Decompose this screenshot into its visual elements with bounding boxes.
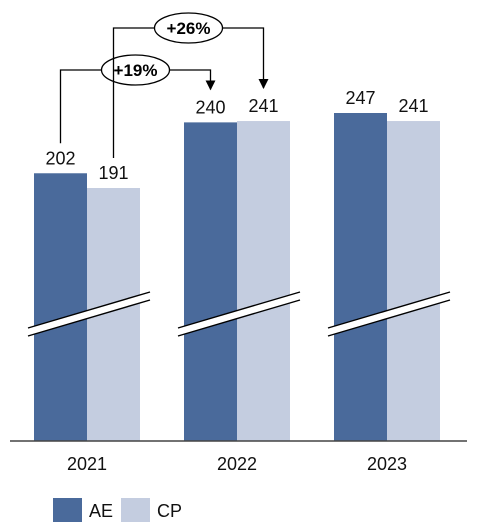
axis-break-line-lower-2022 (177, 299, 301, 337)
axis-break-line-upper-2021 (27, 291, 151, 329)
value-label-cp-2021: 191 (98, 163, 128, 183)
growth-label-2: +26% (167, 19, 211, 38)
value-label-cp-2022: 241 (248, 96, 278, 116)
growth-badge-2 (153, 12, 224, 44)
legend-label-ae: AE (89, 501, 113, 521)
axis-break-line-upper-2022 (177, 291, 301, 329)
legend-label-cp: CP (157, 501, 182, 521)
axis-break-line-lower-2023 (327, 299, 451, 337)
growth-badge-1 (100, 54, 171, 86)
bar-ae-2022 (184, 122, 237, 441)
value-label-cp-2023: 241 (398, 96, 428, 116)
bar-ae-2021 (34, 173, 87, 441)
value-label-ae-2023: 247 (345, 88, 375, 108)
value-label-ae-2022: 240 (195, 97, 225, 117)
bar-cp-2022 (237, 121, 290, 442)
axis-break-gap-2021 (28, 292, 150, 336)
x-tick-label-2022: 2022 (217, 454, 257, 474)
axis-break-gap-2022 (178, 292, 300, 336)
x-tick-label-2023: 2023 (367, 454, 407, 474)
growth-label-1: +19% (114, 61, 158, 80)
axis-break-line-upper-2023 (327, 291, 451, 329)
axis-break-gap-2023 (328, 292, 450, 336)
bar-ae-2023 (334, 113, 387, 441)
x-tick-label-2021: 2021 (67, 454, 107, 474)
legend-swatch-cp (121, 498, 150, 522)
value-label-ae-2021: 202 (45, 148, 75, 168)
axis-break-line-lower-2021 (27, 299, 151, 337)
bar-cp-2023 (387, 121, 440, 442)
legend-swatch-ae (53, 498, 82, 522)
